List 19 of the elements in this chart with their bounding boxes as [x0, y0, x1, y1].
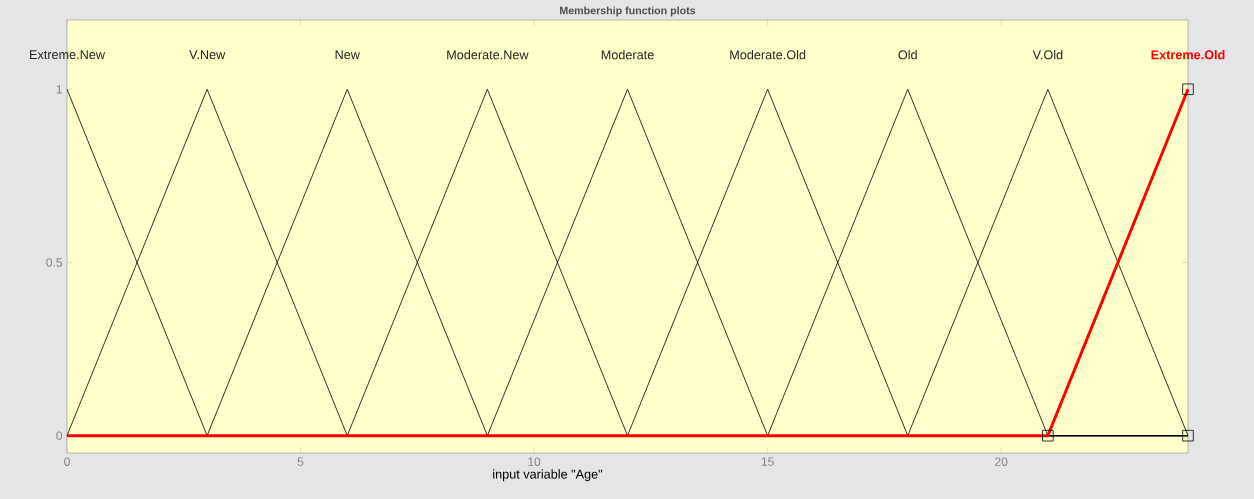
text: Extreme.New [30, 50, 106, 60]
x-tick-label: 0 [64, 457, 70, 466]
x-axis-title: input variable "Age" [493, 469, 603, 482]
text: Old [898, 49, 917, 60]
x-tick-label: 10 [528, 457, 541, 466]
x-tick-label: 20 [995, 457, 1008, 466]
y-tick-label: 0 [56, 431, 63, 440]
y-tick-label: 0.5 [46, 258, 63, 267]
x-tick-label: 5 [297, 457, 304, 466]
y-tick-label: 1 [56, 85, 62, 94]
text: V.New [189, 50, 226, 60]
text: New [335, 50, 360, 60]
x-tick-label: 15 [761, 457, 774, 466]
chart-title: Membership function plots [560, 6, 696, 17]
text: Extreme.Old [1151, 49, 1225, 60]
text: Moderate [601, 49, 654, 60]
text: V.Old [1032, 49, 1063, 60]
text: Moderate.New [447, 49, 529, 60]
text: Moderate.Old [730, 49, 806, 60]
